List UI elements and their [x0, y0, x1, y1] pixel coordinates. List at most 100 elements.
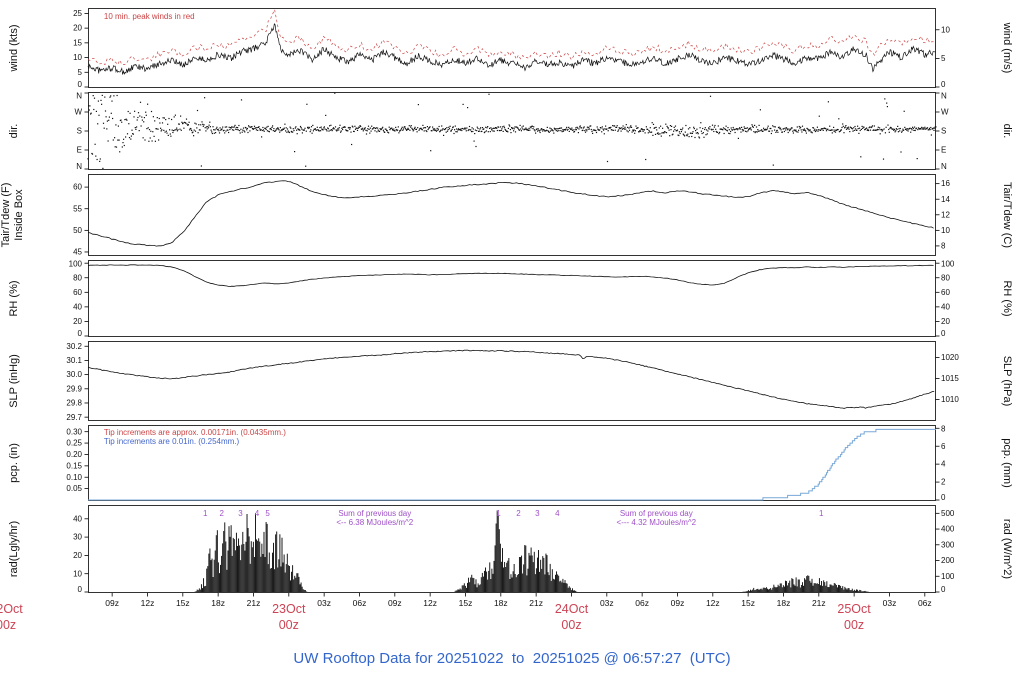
right-tick-label: 0: [941, 80, 946, 88]
right-tick-label: E: [941, 146, 946, 155]
annotation: 1: [203, 509, 208, 518]
right-axis-title: SLP (hPa): [1001, 356, 1013, 407]
right-tick-label: W: [941, 108, 949, 117]
x-tick-label: 06z: [635, 598, 649, 608]
left-tick-label: 30.1: [66, 356, 82, 365]
annotation: 4: [255, 509, 260, 518]
x-tick-label: 18z: [494, 598, 508, 608]
right-tick-label: 5: [941, 54, 946, 63]
panel-temperature: 45 50 55 60 8 10 12 14 16 Tair/Tdew (F) Inside Box…: [0, 174, 1024, 257]
x-date-label: 25Oct: [837, 602, 871, 616]
x-date-label: 24Oct: [555, 602, 589, 616]
x-tick-label: 21z: [247, 598, 261, 608]
panel-sea-level-pressure: 29.7 29.8 29.9 30.0 30.1 30.2 1010 1015 1020 SLP …: [0, 341, 1024, 422]
x-tick-label: 15z: [176, 598, 190, 608]
right-tick-label: 20: [941, 317, 950, 326]
annotation: 10 min. peak winds in red: [104, 12, 195, 21]
left-axis-title: pcp. (in): [8, 443, 20, 483]
right-tick-label: 14: [941, 195, 950, 204]
left-tick-label: 29.8: [66, 399, 82, 408]
x-tick-label: 12z: [423, 598, 437, 608]
plot-border: [88, 260, 936, 337]
x-tick-label: 21z: [812, 598, 826, 608]
left-tick-label: 80: [73, 273, 82, 282]
left-tick-label: 5: [78, 68, 83, 77]
x-tick-label: 06z: [353, 598, 367, 608]
right-tick-label: 1020: [941, 353, 959, 362]
x-tick-label: 03z: [883, 598, 897, 608]
left-tick-label: 0.30: [66, 427, 82, 436]
x-date-label: 00z: [279, 618, 299, 632]
annotation: 3: [238, 509, 243, 518]
left-tick-label: 20: [73, 317, 82, 326]
right-tick-label: N: [941, 92, 947, 101]
x-date-label: 23Oct: [272, 602, 306, 616]
left-tick-label: N: [76, 162, 82, 170]
left-tick-label: 20: [73, 551, 82, 560]
left-axis-title: RH (%): [8, 280, 20, 316]
x-tick-label: 21z: [529, 598, 543, 608]
right-axis-title: rad (W/m^2): [1001, 519, 1013, 579]
right-tick-label: 8: [941, 242, 946, 251]
right-tick-label: N: [941, 162, 947, 170]
panel-relative-humidity: 0 20 40 60 80 100 0 20 40 60 80 100 RH (%) RH (%): [0, 260, 1024, 339]
annotation: 2: [516, 509, 521, 518]
left-tick-label: 30.2: [66, 342, 82, 351]
right-tick-label: 1015: [941, 374, 959, 383]
right-tick-label: 500: [941, 509, 955, 518]
right-tick-label: 16: [941, 179, 950, 188]
right-tick-label: 80: [941, 273, 950, 282]
annotation: Sum of previous day: [338, 509, 411, 518]
left-tick-label: 55: [73, 204, 82, 213]
left-tick-label: 100: [69, 260, 83, 269]
plot-border: [88, 8, 936, 88]
right-tick-label: 200: [941, 556, 955, 565]
x-axis-svg: 09z 12z 15z 18z 21z 03z 06z 09z 12z 15z 18z 21z 03z 0…: [0, 593, 932, 632]
right-tick-label: 60: [941, 288, 950, 297]
x-tick-label: 03z: [317, 598, 331, 608]
left-axis-title: Tair/Tdew (F): [0, 183, 12, 248]
left-tick-label: 45: [73, 248, 82, 256]
annotation: 5: [265, 509, 270, 518]
x-tick-label: 03z: [600, 598, 614, 608]
left-tick-label: N: [76, 92, 82, 101]
left-tick-label: 0: [78, 585, 83, 593]
x-tick-label: 18z: [211, 598, 225, 608]
left-axis-title: SLP (inHg): [8, 354, 20, 408]
left-tick-label: 50: [73, 226, 82, 235]
right-tick-label: 40: [941, 302, 950, 311]
chart-wind: 0 5 10 15 20 25 0 5 10 wind (kts) wind (m/s) 10 min…: [8, 8, 1013, 89]
left-tick-label: 0.20: [66, 450, 82, 459]
right-tick-label: 10: [941, 25, 950, 34]
chart-rh: 0 20 40 60 80 100 0 20 40 60 80 100 RH (%) RH (%): [8, 260, 1013, 339]
left-tick-label: 10: [73, 569, 82, 578]
left-tick-label: 15: [73, 38, 82, 47]
right-tick-label: 100: [941, 260, 955, 269]
right-tick-label: 400: [941, 525, 955, 534]
left-tick-label: 0: [78, 80, 83, 88]
right-tick-label: 1010: [941, 395, 959, 404]
chart-pcp: 0.05 0.10 0.15 0.20 0.25 0.30 0 2 4 6 8 pcp. (in) pc…: [8, 425, 1013, 503]
left-tick-label: 0.25: [66, 439, 82, 448]
series-wind speed avg (kts): [87, 23, 936, 75]
left-tick-label: 60: [73, 288, 82, 297]
left-tick-label: S: [77, 127, 82, 136]
x-tick-label: 06z: [918, 598, 932, 608]
right-tick-label: 0: [941, 493, 946, 501]
right-tick-label: S: [941, 127, 946, 136]
left-tick-label: 20: [73, 24, 82, 33]
right-tick-label: 0: [941, 585, 946, 593]
x-tick-label: 15z: [741, 598, 755, 608]
x-axis-labels: 09z 12z 15z 18z 21z 03z 06z 09z 12z 15z 18z 21z 03z 0…: [0, 593, 1024, 643]
left-tick-label: W: [74, 108, 82, 117]
panel-wind-speed: 0 5 10 15 20 25 0 5 10 wind (kts) wind (m/s) 10 min…: [0, 8, 1024, 89]
left-tick-label: 0.10: [66, 473, 82, 482]
annotation: <--- 4.32 MJoules/m^2: [617, 518, 697, 527]
figure-caption: UW Rooftop Data for 20251022 to 20251025…: [293, 650, 731, 667]
left-tick-label: 40: [73, 302, 82, 311]
x-tick-label: 09z: [105, 598, 119, 608]
annotation: Tip increments are approx. 0.00171in. (0…: [104, 428, 286, 437]
